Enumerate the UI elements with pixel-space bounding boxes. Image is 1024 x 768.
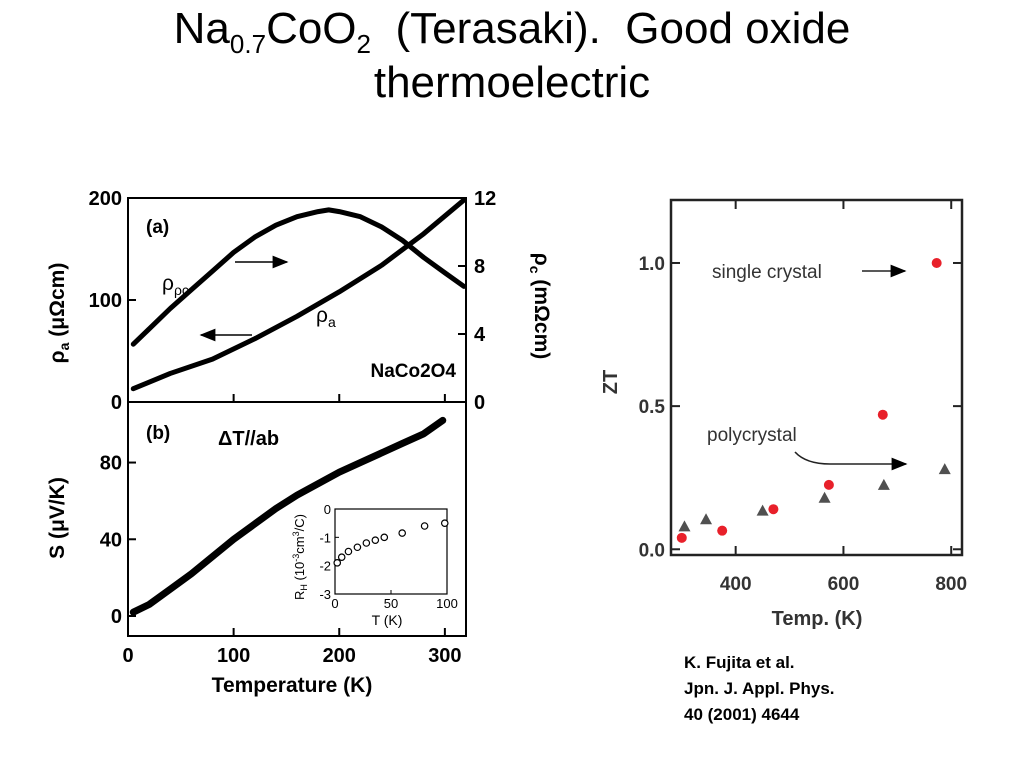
single-crystal-point — [931, 257, 942, 268]
inset-y-tick-label: -3 — [319, 587, 331, 602]
single-crystal-point — [717, 525, 728, 536]
polycrystal-annotation: polycrystal — [707, 425, 797, 446]
inset-x-title: T (K) — [372, 612, 403, 628]
panel-a-right-tick-label: 8 — [474, 256, 485, 278]
zt-x-tick-label: 800 — [935, 574, 967, 595]
panel-b-label: (b) — [146, 423, 170, 444]
panel-b-x-tick-label: 0 — [122, 645, 133, 667]
inset-point — [420, 522, 429, 530]
zt-x-axis-title: Temp. (K) — [772, 608, 863, 630]
inset-y-tick-label: -1 — [319, 530, 331, 545]
zt-y-tick-label: 1.0 — [639, 254, 665, 275]
panel-b-frame — [127, 401, 467, 637]
citation: K. Fujita et al. Jpn. J. Appl. Phys. 40 … — [684, 650, 835, 728]
y-axis-title-seebeck: S (μV/K) — [46, 477, 69, 559]
title-line-2: thermoelectric — [373, 58, 651, 107]
inset-y-title: RH (10-3cm3/C) — [291, 514, 309, 600]
panel-a-label: (a) — [146, 217, 169, 238]
inset-point — [362, 539, 371, 547]
panel-b-x-tick-label: 100 — [217, 645, 250, 667]
inset-y-tick-label: 0 — [324, 502, 331, 517]
rho-c-series-label: ρρc — [162, 272, 189, 298]
inset-point — [440, 519, 449, 527]
panel-a-left-tick-label: 200 — [89, 188, 122, 210]
inset-point — [337, 553, 346, 561]
single-crystal-point — [676, 532, 687, 543]
polycrystal-arrow — [794, 451, 908, 471]
panel-a-right-tick-label: 0 — [474, 392, 485, 414]
citation-authors: K. Fujita et al. — [684, 653, 795, 672]
inset-point — [353, 543, 362, 552]
title-line-1: Na0.7CoO2 (Terasaki). Good oxide — [173, 4, 851, 59]
polycrystal-point — [756, 504, 769, 516]
polycrystal-point — [818, 491, 831, 503]
zt-x-tick-label: 600 — [828, 574, 860, 595]
polycrystal-point — [877, 478, 890, 490]
panel-a-left-tick-label: 100 — [89, 290, 122, 312]
rho-a-series-label: ρa — [316, 304, 336, 330]
citation-volume: 40 (2001) 4644 — [684, 705, 800, 724]
single-crystal-point — [768, 504, 779, 515]
single-crystal-annotation: single crystal — [712, 262, 822, 283]
rho-c-series-line — [130, 207, 467, 347]
inset-x-tick-label: 0 — [331, 596, 338, 611]
seebeck-series-line — [129, 416, 447, 616]
inset-point — [371, 536, 380, 544]
polycrystal-point — [678, 520, 691, 532]
inset-point — [398, 529, 407, 537]
panel-b-x-tick-label: 200 — [323, 645, 356, 667]
inset-y-tick-label: -2 — [319, 559, 331, 574]
delta-t-annotation: ΔT//ab — [218, 428, 279, 450]
zt-y-tick-label: 0.5 — [639, 397, 666, 418]
zt-axis-title: ZT — [600, 370, 622, 394]
panel-a-right-tick-label: 4 — [474, 324, 486, 346]
panel-a-left-tick-label: 0 — [111, 392, 122, 414]
zt-y-tick-label: 0.0 — [639, 540, 665, 561]
panel-a-right-tick-label: 12 — [474, 188, 496, 210]
inset-point — [380, 533, 389, 542]
inset-point — [333, 559, 342, 567]
panel-b-y-tick-label: 0 — [111, 606, 122, 628]
inset-frame — [334, 508, 448, 595]
slide-title: Na0.7CoO2 (Terasaki). Good oxide thermoe… — [0, 2, 1024, 110]
polycrystal-point — [700, 513, 713, 525]
panel-b-y-tick-label: 40 — [100, 529, 122, 551]
citation-journal: Jpn. J. Appl. Phys. — [684, 679, 835, 698]
single-crystal-point — [877, 409, 888, 420]
sample-label: NaCo2O4 — [370, 361, 456, 382]
panel-b-x-tick-label: 300 — [428, 645, 461, 667]
inset-point — [344, 547, 353, 556]
zt-x-tick-label: 400 — [720, 574, 752, 595]
panel-b-y-tick-label: 80 — [100, 453, 122, 475]
x-axis-title: Temperature (K) — [212, 674, 373, 697]
y-axis-title-rho-c: ρc (mΩcm) — [527, 253, 553, 359]
inset-x-tick-label: 100 — [436, 596, 458, 611]
single-crystal-point — [823, 479, 834, 490]
polycrystal-point — [938, 463, 951, 475]
y-axis-title-rho-a: ρa (μΩcm) — [46, 263, 72, 364]
zt-panel-frame — [669, 198, 964, 557]
inset-x-tick-label: 50 — [384, 596, 398, 611]
